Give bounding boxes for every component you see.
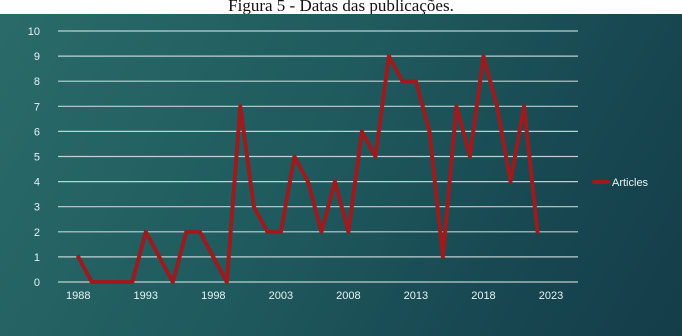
data-point <box>333 180 337 184</box>
data-point <box>522 104 526 108</box>
data-point <box>306 180 310 184</box>
data-point <box>468 155 472 158</box>
data-point <box>346 230 350 234</box>
series-lines <box>76 54 540 284</box>
data-point <box>427 129 431 133</box>
data-point <box>238 104 242 108</box>
y-tick-label: 5 <box>34 152 40 164</box>
data-point <box>225 280 229 284</box>
data-point <box>90 280 94 284</box>
data-point <box>454 104 458 108</box>
data-point <box>130 280 134 284</box>
x-tick-label: 1988 <box>66 290 90 302</box>
data-point <box>171 280 175 284</box>
data-point <box>198 230 202 234</box>
data-point <box>76 255 80 259</box>
grid-lines <box>58 30 578 283</box>
data-point <box>103 280 107 284</box>
x-tick-label: 2023 <box>539 290 563 302</box>
data-point <box>535 230 539 234</box>
data-point <box>144 230 148 234</box>
data-point <box>441 255 445 259</box>
data-point <box>252 205 256 209</box>
legend-label: Articles <box>612 177 649 189</box>
y-tick-label: 6 <box>34 126 40 138</box>
chart-panel: 0 1 2 3 4 5 6 7 8 9 10 1988 1993 1998 2003 2008 2013 201… <box>0 14 682 336</box>
data-point <box>360 129 364 133</box>
x-tick-label: 2003 <box>269 290 293 302</box>
data-point <box>117 280 121 284</box>
data-point <box>481 54 485 58</box>
y-axis-ticks: 0 1 2 3 4 5 6 7 8 9 10 <box>28 26 40 289</box>
y-tick-label: 8 <box>34 76 40 88</box>
y-tick-label: 0 <box>34 277 40 289</box>
line-chart: 0 1 2 3 4 5 6 7 8 9 10 1988 1993 1998 2003 2008 2013 201… <box>28 26 649 302</box>
data-point <box>508 180 512 184</box>
y-tick-label: 10 <box>28 26 40 38</box>
legend: Articles <box>592 177 649 189</box>
x-tick-label: 1993 <box>134 290 158 302</box>
x-axis-ticks: 1988 1993 1998 2003 2008 2013 2018 2023 <box>66 290 563 302</box>
data-point <box>157 255 161 259</box>
data-point <box>211 255 215 259</box>
y-tick-label: 9 <box>34 51 40 63</box>
data-point <box>373 155 377 158</box>
x-tick-label: 2008 <box>336 290 360 302</box>
data-point <box>319 230 323 234</box>
series-line-articles <box>76 54 540 284</box>
data-point <box>495 104 499 108</box>
data-point <box>400 79 404 83</box>
x-tick-label: 1998 <box>201 290 225 302</box>
data-point <box>279 230 283 234</box>
data-point <box>387 54 391 58</box>
y-tick-label: 7 <box>34 101 40 113</box>
y-tick-label: 3 <box>34 202 40 214</box>
y-tick-label: 1 <box>34 252 40 264</box>
x-tick-label: 2018 <box>471 290 495 302</box>
y-tick-label: 2 <box>34 227 40 239</box>
x-tick-label: 2013 <box>404 290 428 302</box>
y-tick-label: 4 <box>34 177 40 189</box>
figure-caption: Figura 5 - Datas das publicações. <box>228 0 454 15</box>
data-point <box>292 155 296 158</box>
data-point <box>414 79 418 83</box>
data-point <box>184 230 188 234</box>
data-point <box>265 230 269 234</box>
